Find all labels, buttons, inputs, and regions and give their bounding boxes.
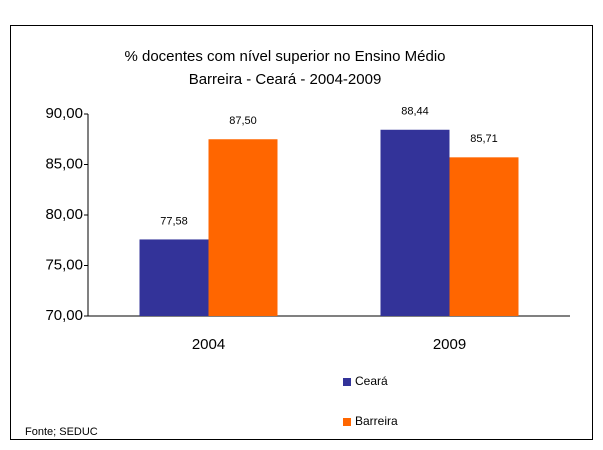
y-tick-label: 80,00 [45,206,83,223]
value-label: 77,58 [160,215,188,227]
value-label: 85,71 [470,133,498,145]
chart-subtitle: Barreira - Ceará - 2004-2009 [189,71,382,88]
value-label: 88,44 [401,106,429,118]
legend-label: Ceará [355,374,388,388]
legend-swatch [343,418,351,426]
chart-title: % docentes com nível superior no Ensino … [124,48,445,65]
bar [449,157,519,316]
bar [208,139,278,316]
x-tick-label: 2004 [192,336,225,353]
legend-swatch [343,378,351,386]
y-tick-label: 85,00 [45,155,83,172]
legend-label: Barreira [355,414,398,428]
x-tick-label: 2009 [433,336,466,353]
y-tick-label: 75,00 [45,256,83,273]
source: Fonte; SEDUC [25,426,98,438]
y-tick-label: 70,00 [45,307,83,324]
bar [380,129,450,316]
value-label: 87,50 [229,115,257,127]
y-tick-label: 90,00 [45,105,83,122]
bar [139,239,209,316]
